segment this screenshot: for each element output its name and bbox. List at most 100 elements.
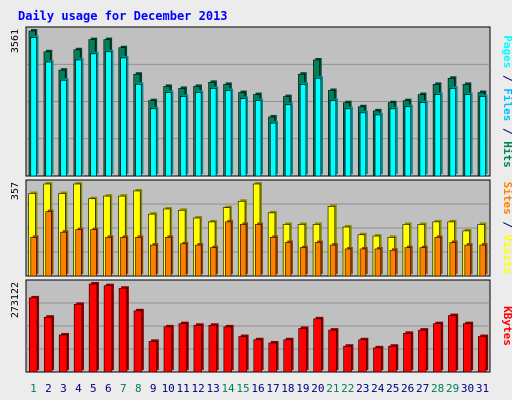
kbytes-bar xyxy=(298,326,309,373)
pages-bar xyxy=(255,98,263,177)
sites-bar xyxy=(299,245,308,277)
pages-bar xyxy=(75,57,84,177)
y-max-label: 3561 xyxy=(10,29,21,53)
sites-bar xyxy=(255,222,263,277)
kbytes-bar xyxy=(358,337,369,373)
sites-bar xyxy=(479,243,488,277)
axis-label-part: / xyxy=(501,121,512,141)
pages-bar xyxy=(180,94,189,177)
sites-bar xyxy=(269,235,278,277)
x-tick-label: 10 xyxy=(162,382,175,395)
axis-label-part: / xyxy=(501,215,512,235)
x-tick-label: 2 xyxy=(45,382,52,395)
axis-label-part: KBytes xyxy=(501,306,512,346)
series-axis-label: KBytes xyxy=(501,306,512,346)
pages-bar xyxy=(359,110,368,177)
pages-bar xyxy=(299,82,308,177)
x-tick-label: 21 xyxy=(326,382,339,395)
kbytes-bar xyxy=(148,339,159,373)
kbytes-bar xyxy=(118,286,129,373)
y-max-label: 357 xyxy=(10,182,21,200)
sites-bar xyxy=(404,245,413,277)
kbytes-bar xyxy=(448,313,459,373)
chart-panels: 3561 Pages / Files / Hits 357 Sites / Visit… xyxy=(10,26,512,373)
x-tick-label: 12 xyxy=(192,382,205,395)
kbytes-bar xyxy=(283,337,294,373)
pages-bar xyxy=(434,92,443,177)
x-tick-label: 18 xyxy=(281,382,294,395)
sites-bar xyxy=(389,248,398,277)
kbytes-bar xyxy=(403,331,414,373)
x-tick-label: 20 xyxy=(311,382,324,395)
kbytes-bar xyxy=(343,344,354,373)
x-tick-label: 29 xyxy=(446,382,459,395)
pages-bar xyxy=(135,82,144,177)
kbytes-bar xyxy=(268,341,279,373)
sites-bar xyxy=(150,243,159,277)
sites-bar xyxy=(210,245,219,277)
axis-label-part: Pages xyxy=(501,35,512,68)
kbytes-bar xyxy=(313,316,324,373)
pages-bar xyxy=(344,106,353,177)
x-tick-label: 14 xyxy=(221,382,235,395)
kbytes-bar xyxy=(328,328,339,373)
pages-bar xyxy=(90,51,99,177)
x-tick-label: 31 xyxy=(476,382,489,395)
kbytes-bar xyxy=(478,334,489,373)
sites-bar xyxy=(75,227,84,277)
sites-bar xyxy=(314,240,323,277)
kbytes-bar xyxy=(463,321,474,373)
axis-label-part: Sites xyxy=(501,182,512,215)
axis-label-part: Files xyxy=(501,88,512,121)
sites-bar xyxy=(240,222,249,277)
series-axis-label: Sites / Visits xyxy=(501,182,512,275)
sites-bar xyxy=(135,235,144,277)
chart-panel-1: 3561 Pages / Files / Hits xyxy=(10,26,512,177)
pages-bar xyxy=(60,78,69,177)
kbytes-bar xyxy=(178,321,189,373)
pages-bar xyxy=(479,94,488,177)
pages-bar xyxy=(314,76,323,177)
kbytes-bar xyxy=(133,308,144,373)
chart-panel-3: 273122 KBytes xyxy=(10,279,512,373)
x-tick-label: 6 xyxy=(105,382,112,395)
axis-label-part: / xyxy=(501,68,512,88)
pages-bar xyxy=(195,90,204,177)
x-tick-label: 5 xyxy=(90,382,97,395)
pages-bar xyxy=(165,90,174,177)
x-tick-label: 28 xyxy=(431,382,444,395)
kbytes-bar xyxy=(43,315,55,373)
x-tick-label: 9 xyxy=(150,382,157,395)
kbytes-bar xyxy=(193,323,204,373)
x-tick-label: 23 xyxy=(356,382,369,395)
pages-bar xyxy=(30,35,39,177)
series-axis-label: Pages / Files / Hits xyxy=(501,35,512,168)
x-tick-label: 16 xyxy=(251,382,264,395)
sites-bar xyxy=(464,243,473,277)
sites-bar xyxy=(359,246,368,277)
pages-bar xyxy=(419,100,428,177)
kbytes-bar xyxy=(238,334,249,373)
sites-bar xyxy=(45,209,54,277)
sites-bar xyxy=(120,235,129,277)
sites-bar xyxy=(344,246,353,277)
x-tick-label: 25 xyxy=(386,382,399,395)
x-tick-label: 11 xyxy=(177,382,190,395)
kbytes-bar xyxy=(163,324,174,373)
x-tick-label: 1 xyxy=(30,382,37,395)
sites-bar xyxy=(90,227,99,277)
x-tick-label: 30 xyxy=(461,382,474,395)
pages-bar xyxy=(329,98,338,177)
kbytes-bar xyxy=(73,302,84,373)
x-tick-label: 19 xyxy=(296,382,309,395)
x-tick-label: 27 xyxy=(416,382,429,395)
x-tick-label: 22 xyxy=(341,382,354,395)
axis-label-part: Hits xyxy=(501,141,512,168)
pages-bar xyxy=(240,96,249,177)
x-tick-label: 8 xyxy=(135,382,142,395)
pages-bar xyxy=(210,86,219,177)
sites-bar xyxy=(329,243,338,277)
kbytes-bar xyxy=(58,332,70,373)
x-axis-day-labels: 1 2 3 4 5 6 7 8 9 10 11 12 13 14 15 16 17 18 19 20 21 22 23 24 2… xyxy=(30,382,489,395)
